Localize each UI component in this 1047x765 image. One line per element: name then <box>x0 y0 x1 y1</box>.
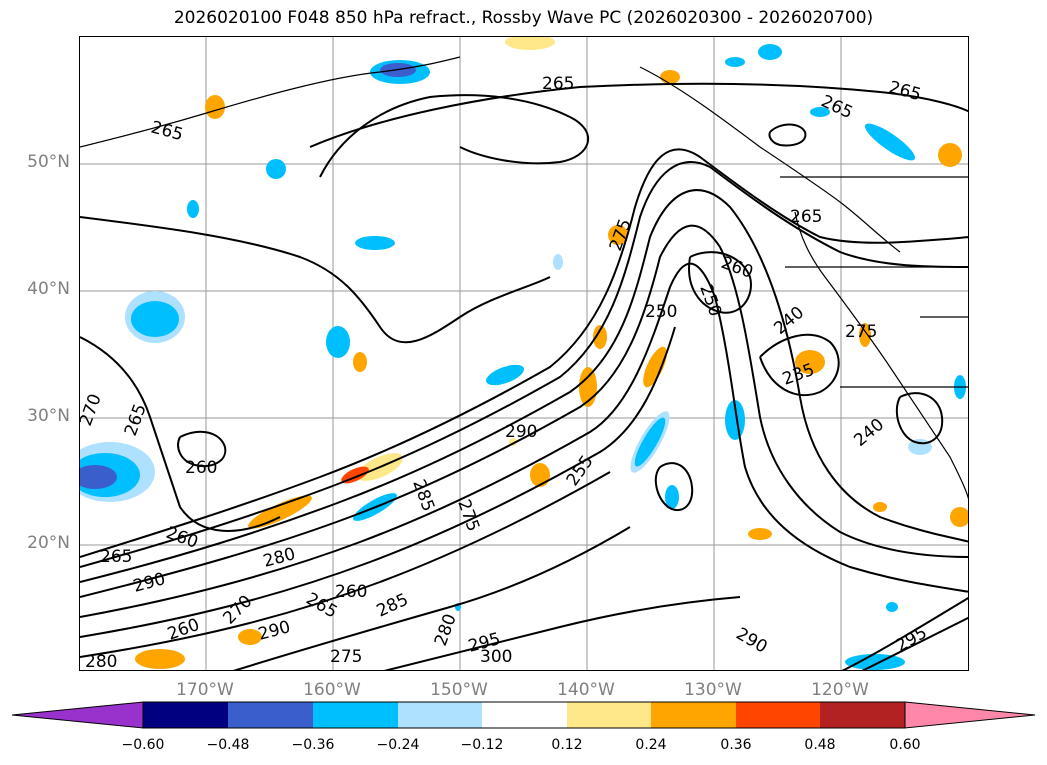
contour-label: 250 <box>695 282 725 319</box>
contour-label: 265 <box>121 401 151 438</box>
contour-layer <box>80 82 968 670</box>
lon-label-160w: 160°W <box>303 680 361 700</box>
contour-label: 265 <box>100 547 132 567</box>
colorbar-bin <box>567 702 651 728</box>
contour-label: 260 <box>163 523 200 553</box>
contour-label: 295 <box>893 623 931 657</box>
colorbar-extend-high <box>904 701 1036 729</box>
lon-label-130w: 130°W <box>684 680 742 700</box>
contour-label: 300 <box>480 647 512 667</box>
colorbar-bin <box>398 702 482 728</box>
contour-label: 280 <box>261 544 298 572</box>
contour-label: 265 <box>887 78 924 106</box>
colorbar-tick: 0.12 <box>551 737 583 753</box>
contour-label: 250 <box>645 302 677 322</box>
lat-label-30n: 30°N <box>27 406 70 426</box>
colorbar-tick: −0.24 <box>376 737 420 753</box>
colorbar-tick: −0.60 <box>121 737 165 753</box>
contour-label: 290 <box>505 422 537 442</box>
map-panel: 265 265 265 265 265 270 265 260 260 260 … <box>79 36 969 671</box>
contour-label: 280 <box>85 652 117 671</box>
contour-label: 280 <box>431 611 461 648</box>
colorbar-tick: −0.48 <box>206 737 250 753</box>
contour-label: 285 <box>374 590 412 622</box>
colorbar <box>0 700 1047 730</box>
colorbar-bin <box>736 702 820 728</box>
contour-label: 260 <box>718 253 755 283</box>
contour-label: 235 <box>780 360 817 390</box>
colorbar-bin <box>313 702 398 728</box>
shading-layer <box>80 37 968 670</box>
colorbar-extend-low <box>11 701 144 729</box>
contour-label: 255 <box>563 452 598 490</box>
colorbar-tick: 0.36 <box>720 737 752 753</box>
lon-label-150w: 150°W <box>430 680 488 700</box>
map-svg: 265 265 265 265 265 270 265 260 260 260 … <box>80 37 968 671</box>
contour-label: 290 <box>733 624 771 658</box>
lon-label-120w: 120°W <box>811 680 869 700</box>
colorbar-bin <box>482 702 567 728</box>
lon-label-170w: 170°W <box>176 680 234 700</box>
contour-label: 240 <box>770 303 808 339</box>
contour-label: 290 <box>256 617 293 645</box>
contour-label: 270 <box>80 391 106 428</box>
colorbar-tick: −0.12 <box>460 737 504 753</box>
lat-label-50n: 50°N <box>27 152 70 172</box>
contour-label: 265 <box>818 91 856 123</box>
graticule <box>80 37 968 670</box>
lat-label-20n: 20°N <box>27 533 70 553</box>
contour-label: 260 <box>185 458 217 478</box>
contour-label: 275 <box>330 647 362 667</box>
contour-label: 265 <box>542 74 574 94</box>
colorbar-tick: −0.36 <box>291 737 335 753</box>
coastline-layer <box>80 56 968 500</box>
contour-label: 240 <box>850 415 888 451</box>
colorbar-tick: 0.24 <box>635 737 667 753</box>
contour-label: 275 <box>453 497 483 534</box>
colorbar-bin <box>820 702 905 728</box>
map-title: 2026020100 F048 850 hPa refract., Rossby… <box>173 8 874 28</box>
lon-label-140w: 140°W <box>557 680 615 700</box>
colorbar-tick: 0.48 <box>804 737 836 753</box>
contour-label: 265 <box>149 118 186 146</box>
colorbar-svg <box>11 701 1036 729</box>
colorbar-bin <box>228 702 313 728</box>
colorbar-bin <box>651 702 736 728</box>
contour-label: 260 <box>335 582 367 602</box>
contour-label: 275 <box>845 322 877 342</box>
contour-label: 265 <box>790 207 822 227</box>
contour-label: 290 <box>131 569 168 597</box>
colorbar-frame <box>142 701 906 729</box>
lat-label-40n: 40°N <box>27 279 70 299</box>
colorbar-tick: 0.60 <box>889 737 921 753</box>
colorbar-bin <box>143 702 228 728</box>
